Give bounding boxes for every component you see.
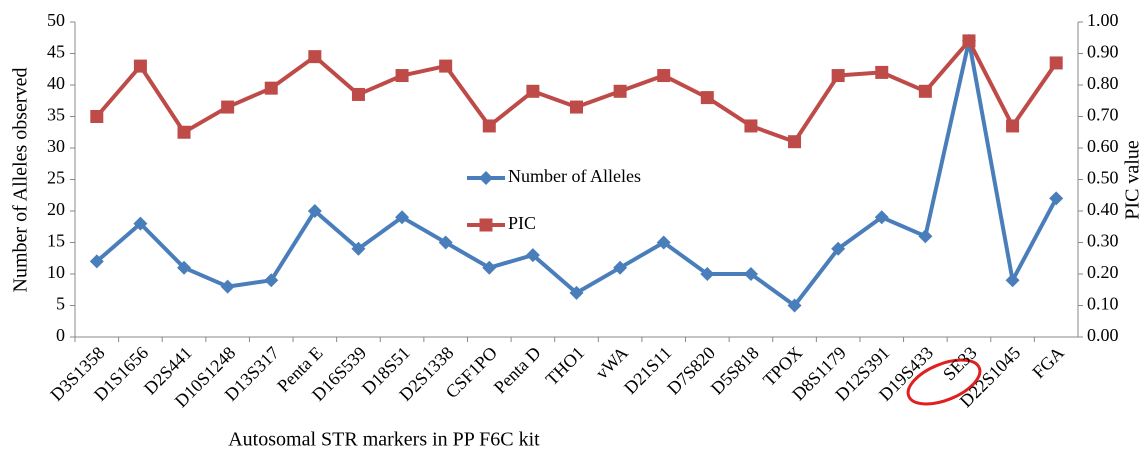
y2-tick-label: 0.80 [1087,73,1119,93]
series-marker [570,100,583,114]
series-marker [569,285,584,300]
series-marker [962,34,976,48]
y2-tick-label: 0.10 [1087,294,1119,314]
series-marker [1005,273,1020,288]
series-marker [788,135,802,149]
y-axis-label: Number of Alleles observed [10,68,32,293]
series-marker [221,100,235,114]
series-marker [874,210,889,225]
y-tick-label: 15 [47,231,65,251]
y-tick-label: 35 [47,105,65,125]
y2-tick-label: 0.40 [1087,199,1119,219]
series-marker [482,119,496,133]
series-marker [657,69,671,83]
y2-tick-label: 0.70 [1087,105,1119,125]
y2-tick-label: 0.20 [1087,262,1119,282]
series-marker [264,81,278,95]
series-marker [438,235,453,250]
series-marker [177,260,192,275]
x-tick-label: D5S818 [707,343,763,399]
y2-tick-label: 0.30 [1087,231,1119,251]
highlight-ellipse [906,358,982,406]
x-tick-label: THO1 [542,343,589,390]
series-line [95,38,1058,144]
series-marker [133,59,147,73]
series-marker [90,110,104,123]
series-marker [700,267,715,281]
x-tick-label: Penta D [490,343,545,398]
series-marker [307,204,322,218]
series-marker [918,229,933,244]
series-marker [1006,119,1020,133]
series-marker [264,273,279,288]
y-tick-label: 0 [56,325,65,345]
legend-marker [479,218,493,232]
y-tick-label: 40 [47,73,65,93]
series-marker [743,267,758,281]
series-marker [482,260,497,275]
series-marker [918,84,932,98]
series-marker [831,241,846,256]
series-marker [133,216,148,231]
series-marker [700,91,714,105]
y2-axis-label: PIC value [1122,140,1144,220]
y-tick-label: 10 [47,262,65,282]
series-marker [395,69,409,83]
legend-label: Number of Alleles [508,166,641,186]
x-tick-label: FGA [1028,343,1068,383]
y2-tick-label: 0.50 [1087,168,1119,188]
y-tick-label: 45 [47,42,65,62]
series-marker [1049,56,1063,70]
y-tick-label: 30 [47,136,65,156]
series-marker [744,119,758,133]
series-marker [89,254,104,269]
x-tick-label: D7S820 [663,343,719,399]
series-marker [526,84,540,98]
series-marker [177,125,191,139]
legend-marker [479,171,493,185]
series-marker [220,279,235,294]
y2-tick-label: 0.00 [1087,325,1119,345]
series-marker [613,260,628,275]
y-tick-label: 50 [47,10,65,30]
legend-label: PIC [508,213,536,233]
x-axis-label: Autosomal STR markers in PP F6C kit [228,429,540,451]
series-marker [308,50,322,64]
series-marker [875,65,889,79]
series-marker [831,69,845,83]
y-tick-label: 25 [47,168,65,188]
series-marker [351,87,365,101]
x-tick-label: D21S11 [620,343,675,398]
y-tick-label: 20 [47,199,65,219]
y2-tick-label: 1.00 [1087,10,1119,30]
series-marker [787,298,802,313]
y2-tick-label: 0.60 [1087,136,1119,156]
series-marker [613,84,627,98]
series-marker [395,210,410,225]
series-marker [1049,191,1064,206]
series-marker [351,241,366,256]
series-marker [439,59,453,73]
y-tick-label: 5 [56,294,65,314]
y2-tick-label: 0.90 [1087,42,1119,62]
series-marker [656,235,671,250]
series-marker [525,248,540,263]
